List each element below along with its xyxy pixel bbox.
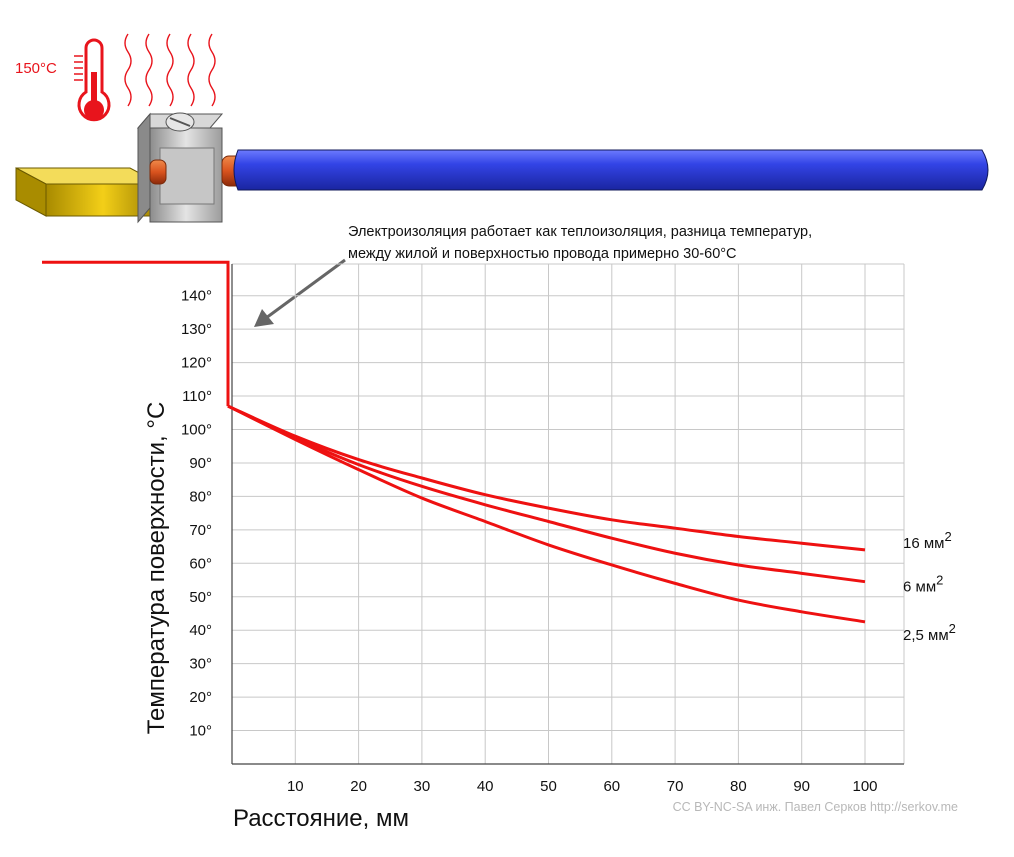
x-tick-label: 90 (793, 778, 810, 795)
x-tick-label: 70 (667, 778, 684, 795)
series-label: 6 мм2 (903, 573, 943, 596)
y-tick-label: 130° (181, 321, 212, 338)
series-labels: 16 мм2 6 мм2 2,5 мм2 (903, 529, 956, 644)
y-tick-label: 30° (189, 656, 212, 673)
series-label: 2,5 мм2 (903, 621, 956, 644)
terminal-clamp-icon (136, 112, 224, 224)
y-tick-labels: 10° 20° 30° 40° 50° 60° 70° 80° 90° 100° 110° 120° 1… (181, 288, 212, 740)
y-tick-label: 60° (189, 555, 212, 572)
y-tick-label: 20° (189, 689, 212, 706)
grid (232, 263, 905, 764)
y-tick-label: 40° (189, 622, 212, 639)
y-axis-label: Температура поверхности, °C (143, 402, 170, 735)
x-axis-label: Расстояние, мм (233, 805, 409, 832)
y-tick-label: 90° (189, 455, 212, 472)
series-line (227, 404, 866, 552)
x-tick-label: 100 (852, 778, 877, 795)
annotation-arrow (254, 258, 346, 327)
x-tick-label: 20 (350, 778, 367, 795)
x-tick-labels: 10 20 30 40 50 60 70 80 90 100 (287, 778, 878, 795)
x-tick-label: 50 (540, 778, 557, 795)
y-tick-label: 50° (189, 589, 212, 606)
x-tick-label: 10 (287, 778, 304, 795)
axes (231, 264, 904, 765)
series-label: 16 мм2 (903, 529, 952, 552)
y-tick-label: 120° (181, 355, 212, 372)
credit: CC BY-NC-SA инж. Павел Серков http://ser… (673, 800, 958, 814)
heat-waves (124, 33, 216, 107)
temperature-label: 150°C (15, 60, 57, 77)
x-tick-label: 40 (477, 778, 494, 795)
x-tick-label: 30 (414, 778, 431, 795)
chart: 10 20 30 40 50 60 70 80 90 100 10° 20° 30° 40° 50° 60°… (42, 260, 956, 795)
y-tick-label: 70° (189, 522, 212, 539)
annotation-line-1: Электроизоляция работает как теплоизоляц… (348, 224, 812, 240)
series-line (227, 404, 866, 584)
x-tick-label: 80 (730, 778, 747, 795)
y-tick-label: 10° (189, 723, 212, 740)
cable (149, 149, 989, 191)
y-tick-label: 80° (189, 488, 212, 505)
series-lines (42, 260, 866, 624)
y-tick-label: 110° (182, 388, 212, 405)
thermometer-icon (74, 33, 216, 122)
y-tick-label: 140° (181, 288, 212, 305)
series-line (227, 404, 866, 624)
annotation-line-2: между жилой и поверхностью провода приме… (348, 246, 737, 262)
y-tick-label: 100° (181, 422, 212, 439)
x-tick-label: 60 (603, 778, 620, 795)
series-line-clamp-step (42, 260, 230, 407)
